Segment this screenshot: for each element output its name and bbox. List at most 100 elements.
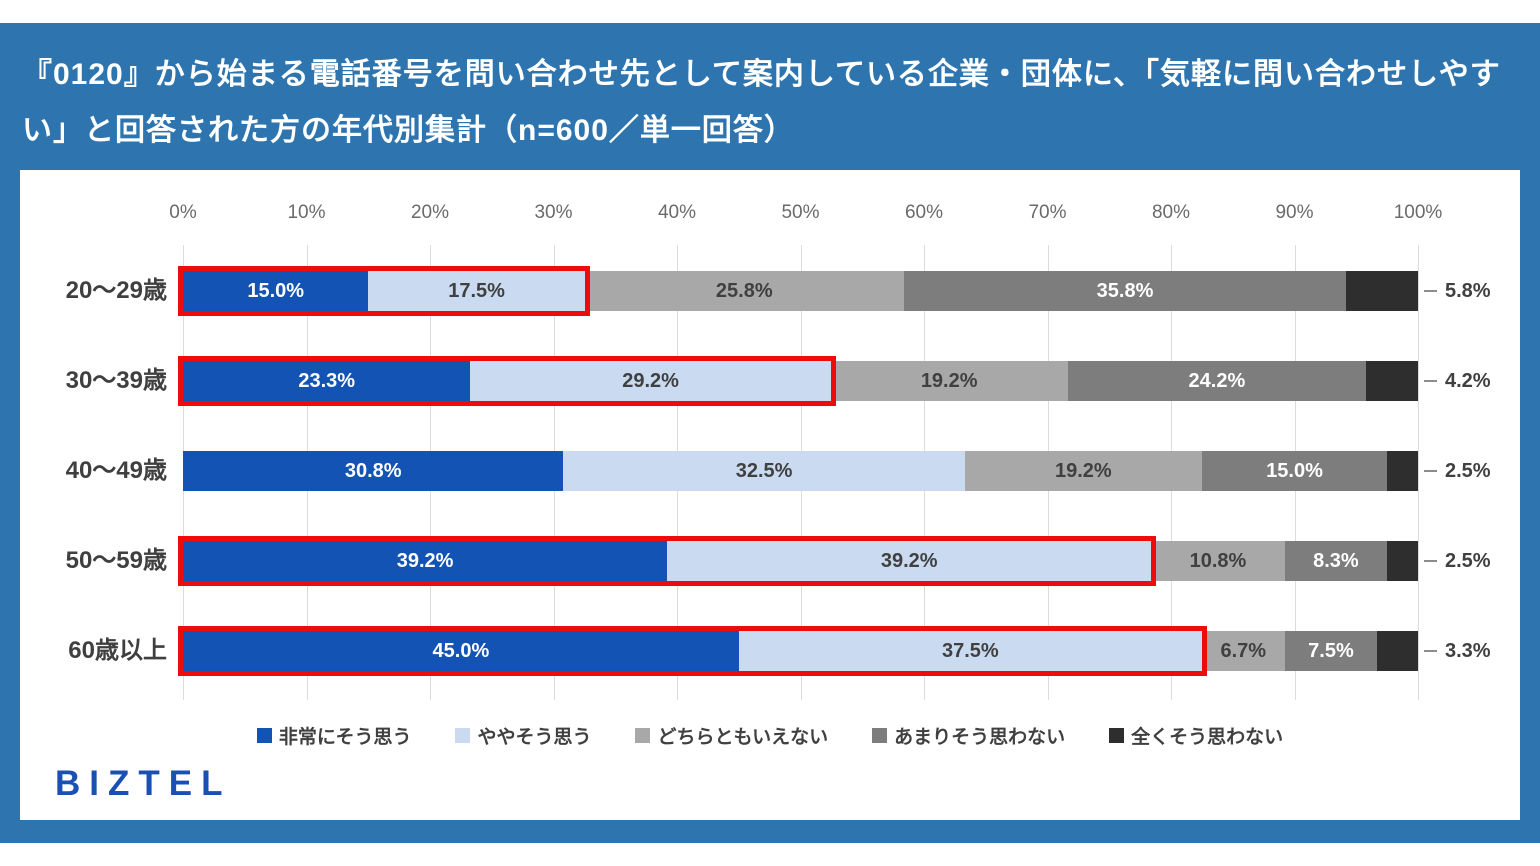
x-tick-label: 90% (1275, 202, 1314, 223)
bar-row: 50〜59歳 39.2% 39.2% 10.8% 8.3% 2.5% (66, 536, 1491, 586)
bar-row: 40〜49歳 30.8% 32.5% 19.2% 15.0% 2.5% (66, 451, 1491, 491)
bar-segment: 45.0% (183, 631, 739, 671)
legend-item: どちらともいえない (635, 722, 828, 749)
chart-title: 『0120』から始まる電話番号を問い合わせ先として案内している企業・団体に、「気… (22, 58, 1501, 148)
x-tick-label: 100% (1393, 202, 1443, 223)
bar-segment: 32.5% (563, 451, 965, 491)
x-tick-label: 60% (904, 202, 944, 223)
segment-value-label: 39.2% (880, 549, 938, 572)
segment-value-label: 23.3% (298, 369, 356, 392)
legend-swatch (635, 728, 651, 743)
legend-swatch (1109, 728, 1125, 743)
outside-value-label: 5.8% (1445, 279, 1491, 302)
segment-value-label: 25.8% (715, 279, 773, 302)
x-tick-label: 10% (287, 202, 326, 223)
bar-segment: 23.3% (183, 361, 471, 401)
bar-segment: 35.8% (903, 271, 1347, 311)
bar-segment (1387, 541, 1418, 581)
grid-line (1418, 245, 1419, 700)
segment-value-label: 15.0% (1266, 459, 1323, 482)
x-tick-label: 70% (1028, 202, 1067, 223)
x-tick-label: 20% (410, 202, 450, 223)
segment-value-label: 8.3% (1313, 549, 1359, 572)
highlight-box (178, 266, 590, 316)
segment-value-label: 6.7% (1220, 639, 1267, 662)
chart-card: 0% 10% 20% 30% 40% 50% 60% 70% 80% 90% 100% 20〜29歳… (20, 170, 1520, 820)
segment-value-label: 32.5% (735, 459, 793, 482)
bar-segment: 6.7% (1201, 631, 1285, 671)
bar-segment: 8.3% (1284, 541, 1388, 581)
bar-segment: 7.5% (1284, 631, 1378, 671)
bar-segment: 15.0% (1201, 451, 1388, 491)
bar-segment: 30.8% (183, 451, 564, 491)
bar-row: 60歳以上 45.0% 37.5% 6.7% 7.5% 3.3% (68, 626, 1491, 676)
legend-swatch (455, 728, 471, 743)
bar-segment (1346, 271, 1419, 311)
stacked-bar: 30.8% 32.5% 19.2% 15.0% (183, 451, 1418, 491)
segment-value-label: 19.2% (920, 369, 978, 392)
bar-segment: 17.5% (368, 271, 585, 311)
segment-value-label: 29.2% (622, 369, 679, 392)
segment-value-label: 7.5% (1308, 639, 1354, 662)
highlight-box (178, 626, 1207, 676)
legend-label: あまりそう思わない (894, 727, 1066, 748)
outside-value: 5.8% (1418, 271, 1491, 311)
outside-value: 4.2% (1418, 361, 1491, 401)
bar-segment: 29.2% (470, 361, 831, 401)
highlight-box (178, 356, 836, 406)
x-axis: 0% 10% 20% 30% 40% 50% 60% 70% 80% 90% 100% (169, 202, 1442, 226)
highlight-box (178, 536, 1157, 586)
legend-swatch (872, 728, 888, 743)
segment-value-label: 10.8% (1189, 549, 1247, 572)
x-tick-label: 30% (534, 202, 573, 223)
category-label: 60歳以上 (68, 637, 167, 664)
leader-line (1424, 290, 1437, 292)
category-label: 20〜29歳 (65, 277, 167, 304)
segment-value-label: 35.8% (1096, 279, 1154, 302)
legend-swatch (256, 728, 272, 743)
outside-value-label: 2.5% (1445, 549, 1491, 572)
legend-item: ややそう思う (455, 722, 591, 749)
legend-item: あまりそう思わない (872, 722, 1065, 749)
stacked-bar: 15.0% 17.5% 25.8% 35.8% (183, 271, 1419, 311)
segment-value-label: 17.5% (448, 279, 505, 302)
bar-segment (1387, 451, 1418, 491)
bar-segment: 19.2% (830, 361, 1068, 401)
bar-segment: 25.8% (584, 271, 904, 311)
leader-line (1424, 380, 1437, 382)
bar-row: 30〜39歳 23.3% 29.2% 19.2% 24.2% 4.2% (66, 356, 1491, 406)
outside-value: 2.5% (1418, 451, 1491, 491)
legend-item: 全くそう思わない (1109, 722, 1283, 749)
legend-label: 全くそう思わない (1131, 727, 1284, 748)
legend-label: どちらともいえない (657, 727, 829, 748)
outside-value-label: 2.5% (1445, 459, 1491, 482)
bar-segment: 10.8% (1151, 541, 1285, 581)
category-label: 30〜39歳 (65, 367, 167, 394)
brand-logo: BIZTEL (55, 764, 232, 803)
bar-segment (1366, 361, 1419, 401)
segment-value-label: 37.5% (941, 639, 999, 662)
outside-value-label: 4.2% (1445, 369, 1491, 392)
stacked-bar: 45.0% 37.5% 6.7% 7.5% (183, 631, 1418, 671)
leader-line (1424, 470, 1437, 472)
segment-value-label: 19.2% (1054, 459, 1112, 482)
category-label: 40〜49歳 (65, 457, 167, 484)
leader-line (1424, 650, 1437, 652)
bar-segment: 15.0% (183, 271, 369, 311)
segment-value-label: 45.0% (432, 639, 490, 662)
outside-value: 3.3% (1418, 631, 1491, 671)
bar-row: 20〜29歳 15.0% 17.5% 25.8% 35.8% 5.8% (66, 266, 1491, 316)
bar-segment: 24.2% (1067, 361, 1367, 401)
legend-label: 非常にそう思う (278, 727, 412, 748)
bar-segment: 39.2% (183, 541, 668, 581)
x-tick-label: 50% (781, 202, 820, 223)
leader-line (1424, 560, 1437, 562)
bar-segment: 19.2% (964, 451, 1202, 491)
x-tick-label: 40% (657, 202, 697, 223)
x-tick-label: 0% (169, 202, 197, 223)
segment-value-label: 30.8% (344, 459, 402, 482)
bar-segment: 39.2% (667, 541, 1152, 581)
stacked-bar: 39.2% 39.2% 10.8% 8.3% (183, 541, 1418, 581)
chart-panel: 『0120』から始まる電話番号を問い合わせ先として案内している企業・団体に、「気… (0, 23, 1540, 843)
outside-value: 2.5% (1418, 541, 1491, 581)
